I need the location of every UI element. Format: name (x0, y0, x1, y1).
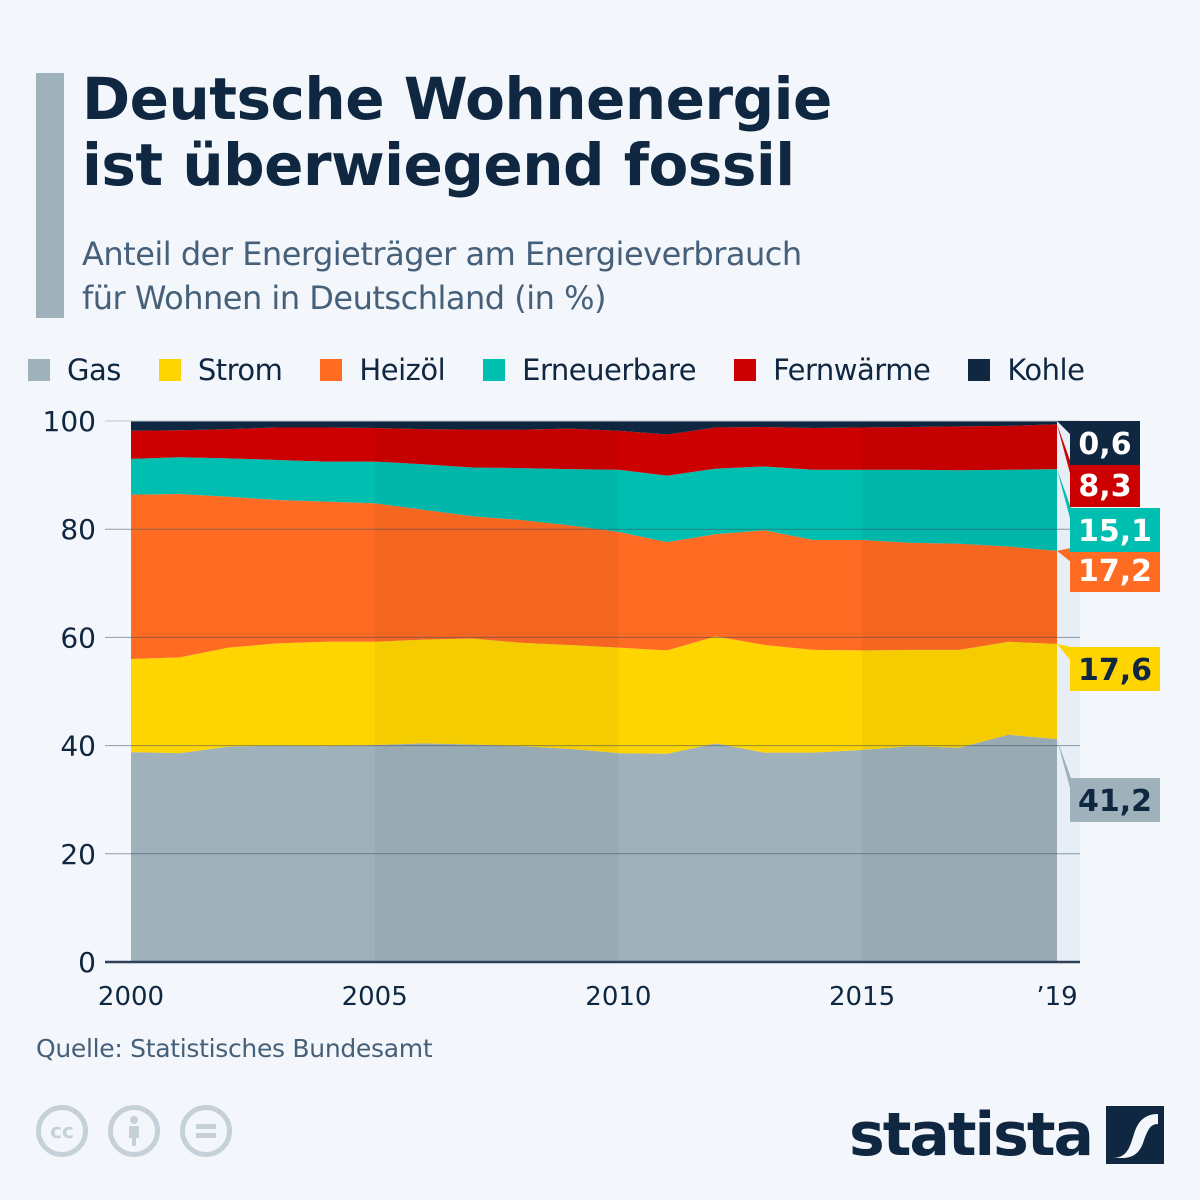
legend-swatch-strom (158, 359, 181, 381)
x-tick-label: 2000 (98, 982, 164, 1012)
y-tick-label: 100 (43, 405, 96, 438)
y-tick-label: 80 (60, 513, 96, 546)
area-fernwärme (131, 424, 1057, 476)
area-gas (131, 734, 1057, 962)
label-pointer-gas (1057, 739, 1071, 792)
y-tick-label: 20 (60, 838, 96, 871)
label-pointer-erneuerbare (1057, 469, 1071, 522)
subtitle-line-1: Anteil der Energieträger am Energieverbr… (82, 235, 802, 273)
logo-mark-icon (1106, 1106, 1164, 1164)
y-tick-label: 0 (78, 946, 96, 979)
cc-text: cc (50, 1119, 74, 1143)
x-tick-label: 2015 (829, 982, 895, 1012)
license-icons: cc (36, 1105, 252, 1157)
value-label-gas: 41,2 (1078, 784, 1152, 819)
chart-subtitle: Anteil der Energieträger am Energieverbr… (82, 232, 802, 320)
x-tick-label: ’19 (1036, 982, 1077, 1012)
logo-text: statista (848, 1100, 1094, 1170)
label-pointer-kohle (1057, 421, 1071, 435)
legend-swatch-kohle (968, 359, 991, 381)
value-label-heizöl: 17,2 (1078, 554, 1152, 589)
legend-label-heizoel: Heizöl (359, 353, 446, 387)
area-erneuerbare (131, 457, 1057, 551)
y-tick-label: 40 (60, 730, 96, 763)
no-derivatives-icon[interactable] (180, 1105, 232, 1157)
area-heizöl (131, 494, 1057, 660)
legend-swatch-heizoel (320, 359, 343, 381)
title-line-1: Deutsche Wohnenergie (82, 65, 832, 133)
legend-label-erneuerbare: Erneuerbare (522, 353, 697, 387)
chart-title: Deutsche Wohnenergie ist überwiegend fos… (82, 66, 832, 198)
statista-logo[interactable]: statista (849, 1100, 1164, 1170)
value-label-erneuerbare: 15,1 (1078, 514, 1152, 549)
person-glyph (129, 1116, 139, 1146)
subtitle-line-2: für Wohnen in Deutschland (in %) (82, 279, 606, 317)
area-kohle (131, 421, 1057, 435)
legend: Gas Strom Heizöl Erneuerbare Fernwärme K… (28, 350, 1122, 390)
title-line-2: ist überwiegend fossil (82, 131, 795, 199)
value-label-box-kohle (1070, 421, 1140, 465)
value-label-box-heizöl (1070, 548, 1160, 592)
label-pointer-fernwärme (1057, 424, 1071, 477)
legend-item-heizoel: Heizöl (320, 353, 446, 387)
value-label-box-gas (1070, 778, 1160, 822)
area-strom (131, 636, 1057, 754)
legend-swatch-erneuerbare (483, 359, 506, 381)
equals-glyph (196, 1124, 216, 1138)
legend-swatch-gas (28, 359, 50, 381)
stacked-area-chart: 0 20 40 60 80 100 2000 2005 2010 2015 ’19 41,2 17,6 1… (43, 405, 1160, 1012)
legend-item-strom: Strom (158, 353, 283, 387)
legend-swatch-fernwaerme (734, 359, 757, 381)
label-pointer-heizöl (1057, 548, 1071, 562)
title-accent-bar (36, 73, 64, 318)
value-label-fernwärme: 8,3 (1078, 469, 1131, 504)
value-label-box-strom (1070, 647, 1160, 691)
cc-icon[interactable]: cc (36, 1105, 88, 1157)
legend-label-gas: Gas (67, 353, 121, 387)
x-tick-label: 2005 (342, 982, 408, 1012)
value-label-box-erneuerbare (1070, 508, 1160, 552)
y-tick-label: 60 (60, 621, 96, 654)
period-shade-0 (374, 421, 619, 962)
value-label-strom: 17,6 (1078, 653, 1152, 688)
legend-label-kohle: Kohle (1007, 353, 1085, 387)
x-tick-label: 2010 (585, 982, 651, 1012)
source-note: Quelle: Statistisches Bundesamt (36, 1034, 433, 1063)
legend-item-gas: Gas (28, 353, 121, 387)
legend-item-erneuerbare: Erneuerbare (483, 353, 697, 387)
value-label-kohle: 0,6 (1078, 427, 1131, 462)
legend-item-kohle: Kohle (968, 353, 1085, 387)
attribution-icon[interactable] (108, 1105, 160, 1157)
period-shade-1 (862, 421, 1057, 962)
label-pointer-strom (1057, 643, 1071, 661)
value-label-box-fernwärme (1070, 463, 1140, 507)
legend-label-strom: Strom (197, 353, 283, 387)
legend-label-fernwaerme: Fernwärme (773, 353, 931, 387)
legend-item-fernwaerme: Fernwärme (734, 353, 931, 387)
